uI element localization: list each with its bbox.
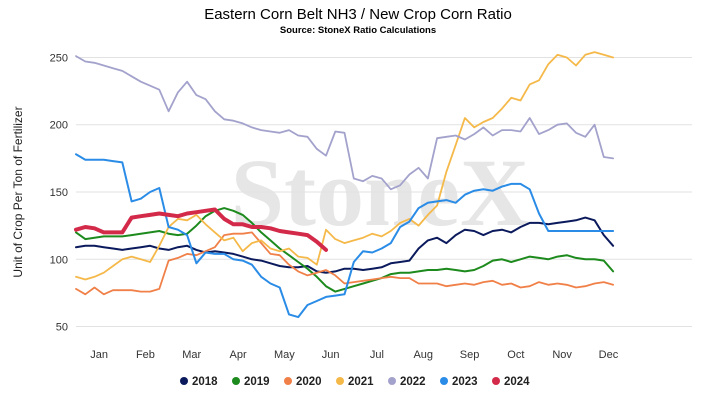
series-line-2022 xyxy=(75,55,614,191)
legend-label-2018[interactable]: 2018 xyxy=(192,376,218,388)
series-line-2024 xyxy=(74,207,328,252)
x-tick-label: Nov xyxy=(552,349,572,361)
x-tick-label: Mar xyxy=(182,349,201,361)
x-tick-label: Dec xyxy=(599,349,619,361)
legend-label-2022[interactable]: 2022 xyxy=(400,376,426,388)
series-layer xyxy=(74,51,615,319)
series-line-2018 xyxy=(75,216,615,274)
legend-marker-2022 xyxy=(388,377,396,385)
x-tick-label: Apr xyxy=(229,349,246,361)
y-tick-label: 50 xyxy=(56,322,68,334)
legend-marker-2018 xyxy=(180,377,188,385)
legend-marker-2021 xyxy=(336,377,344,385)
legend-label-2019[interactable]: 2019 xyxy=(244,376,270,388)
chart-title: Eastern Corn Belt NH3 / New Crop Corn Ra… xyxy=(204,6,512,23)
chart-subtitle: Source: StoneX Ratio Calculations xyxy=(279,25,437,36)
legend: 2018 2019 2020 2021 2022 2023 2024 xyxy=(180,376,530,388)
legend-label-2021[interactable]: 2021 xyxy=(348,376,374,388)
x-tick-label: Jan xyxy=(90,349,108,361)
y-tick-label: 100 xyxy=(50,254,68,266)
series-line-2020 xyxy=(75,231,614,296)
legend-marker-2023 xyxy=(440,377,448,385)
x-tick-label: Jul xyxy=(370,349,384,361)
y-tick-label: 250 xyxy=(50,52,68,64)
x-tick-label: Jun xyxy=(322,349,340,361)
legend-marker-2024 xyxy=(492,377,500,385)
legend-label-2020[interactable]: 2020 xyxy=(296,376,322,388)
axis-layer: 50 100 150 200 250 Jan Feb Mar Apr May Jun Jul Aug Se… xyxy=(50,52,619,361)
series-line-2021 xyxy=(75,51,614,281)
x-tick-label: May xyxy=(274,349,295,361)
y-axis-title: Unit of Crop Per Ton of Fertilizer xyxy=(11,106,25,277)
y-tick-label: 150 xyxy=(50,187,68,199)
legend-label-2023[interactable]: 2023 xyxy=(452,376,478,388)
legend-marker-2019 xyxy=(232,377,240,385)
legend-label-2024[interactable]: 2024 xyxy=(504,376,530,388)
x-tick-label: Oct xyxy=(507,349,524,361)
x-tick-label: Feb xyxy=(136,349,155,361)
x-tick-label: Aug xyxy=(413,349,433,361)
x-tick-label: Sep xyxy=(460,349,480,361)
legend-marker-2020 xyxy=(284,377,292,385)
grid-layer xyxy=(76,56,692,328)
y-tick-label: 200 xyxy=(50,120,68,132)
